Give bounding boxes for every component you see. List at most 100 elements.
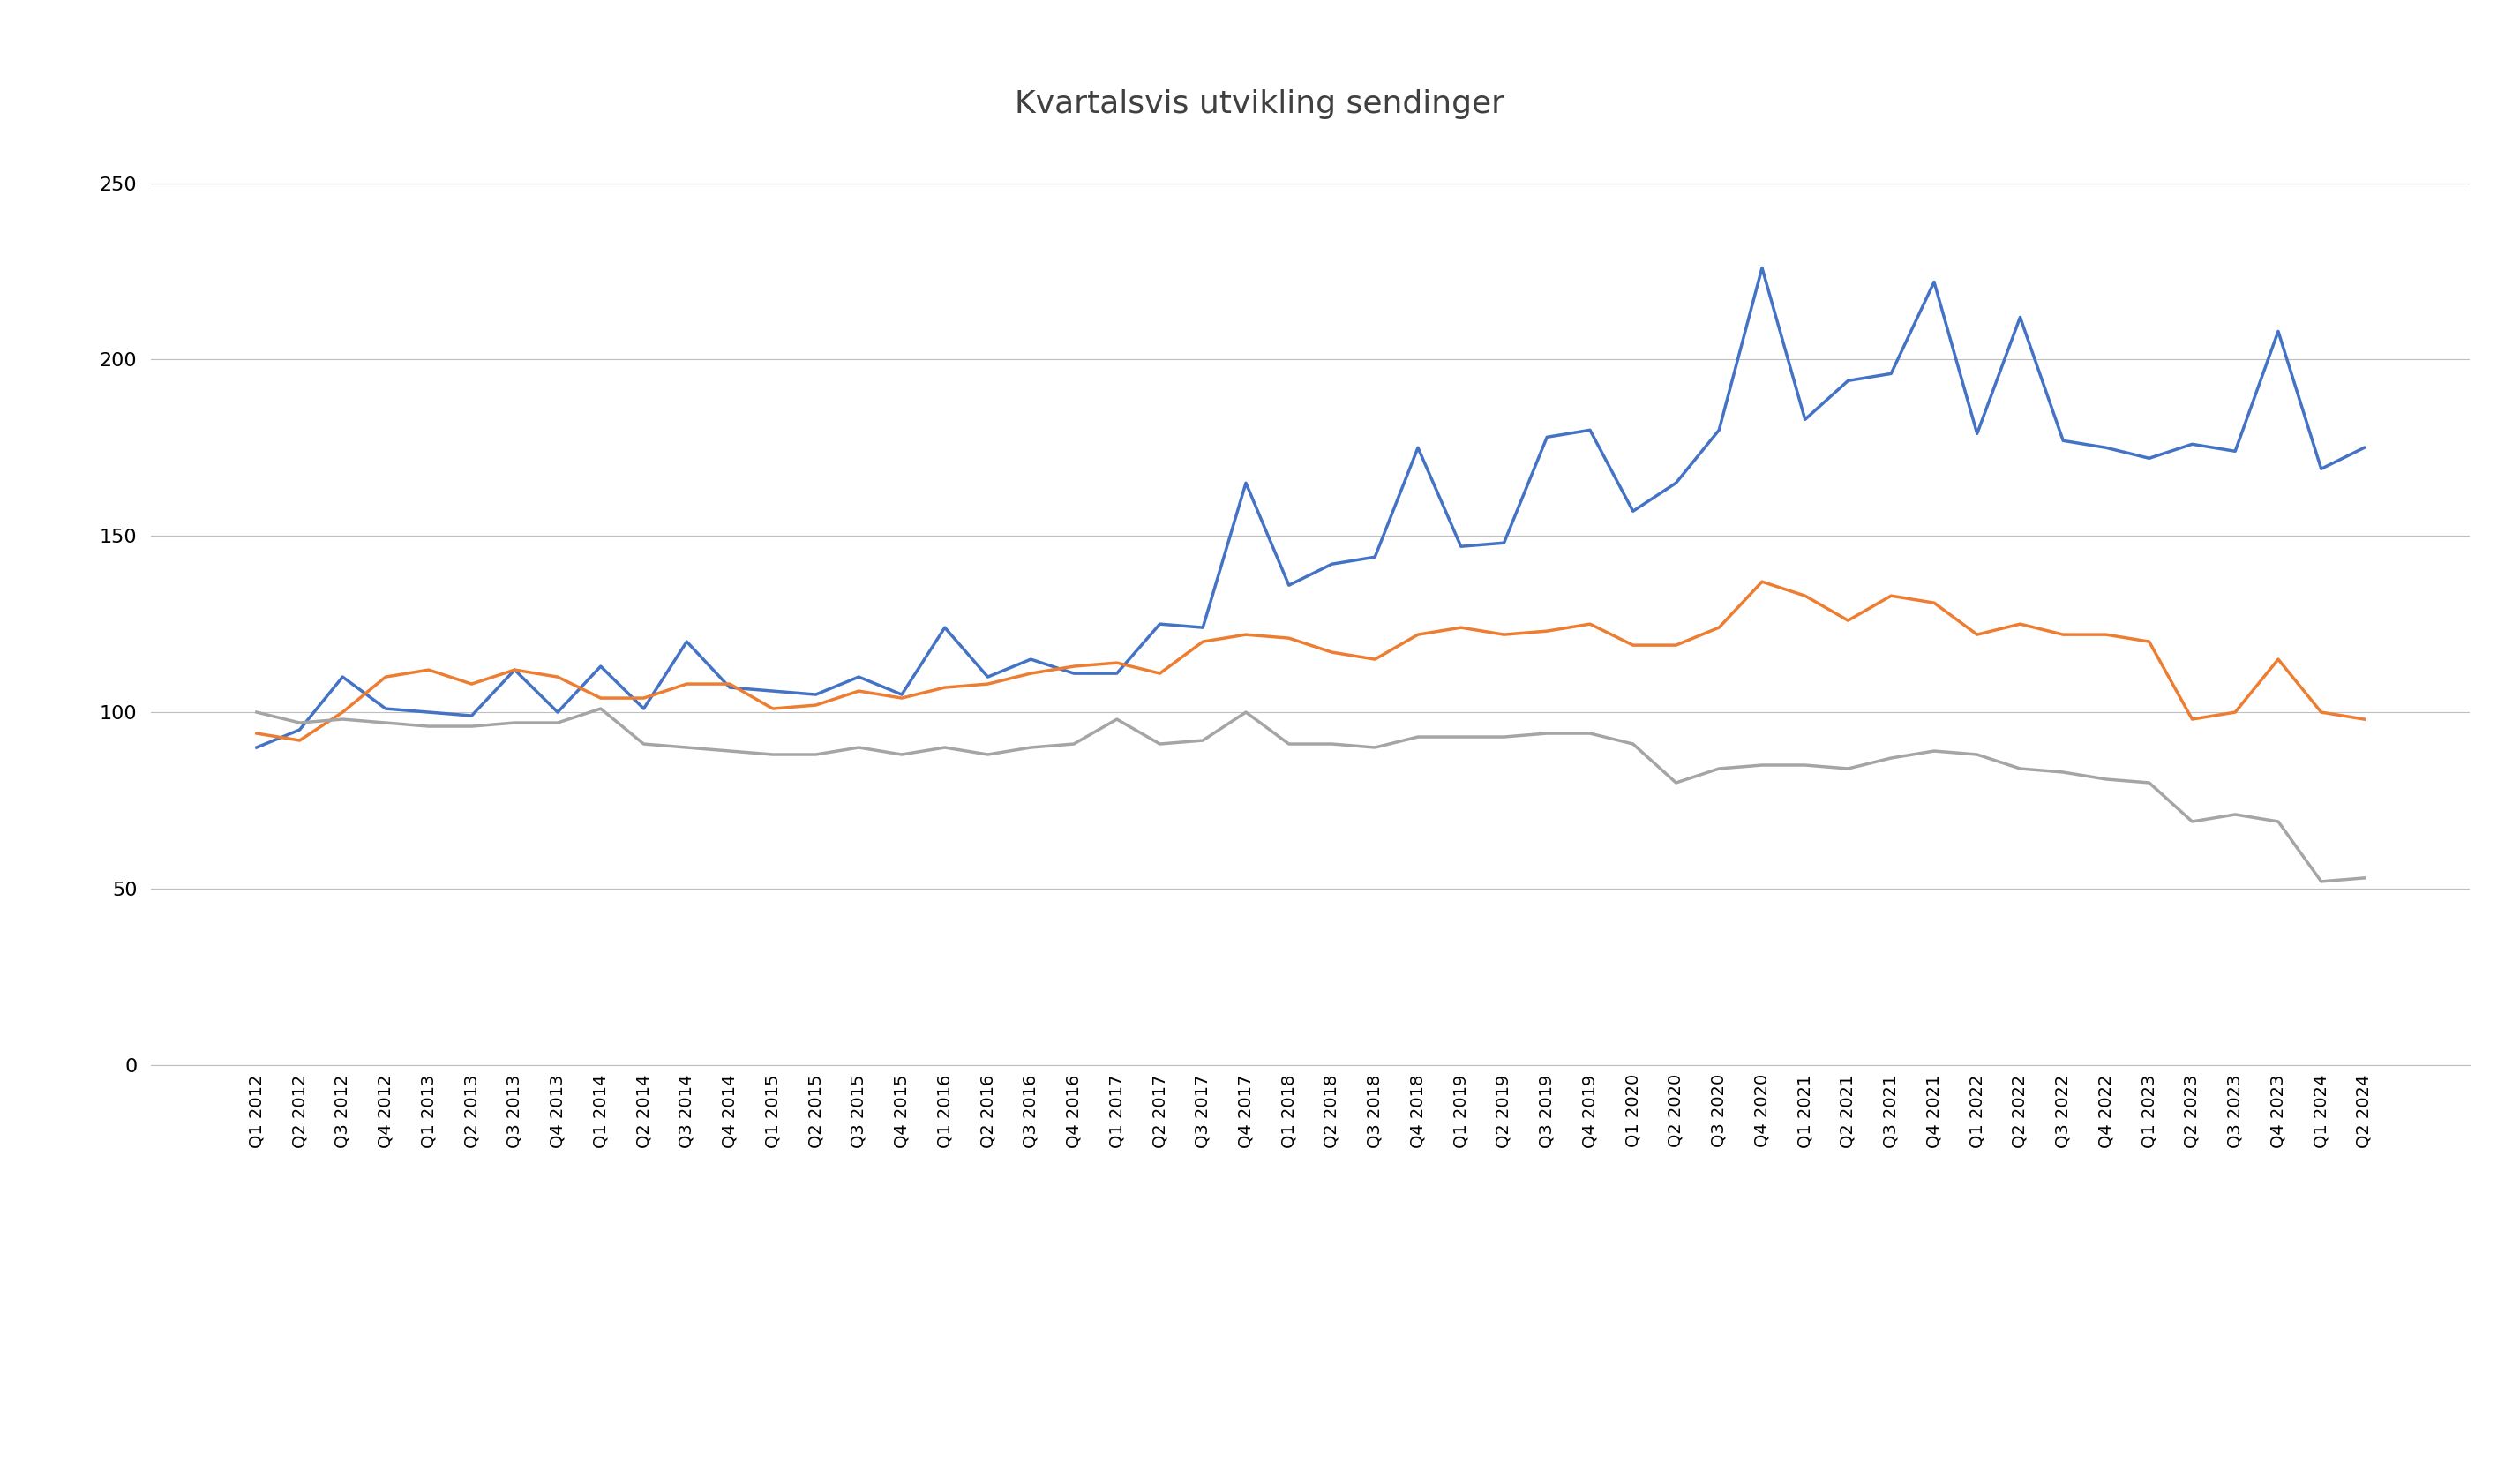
Stykkgods [2134, 633, 2165, 651]
Pakker [1875, 365, 1905, 383]
Partigods [2263, 812, 2293, 830]
Pakker [1016, 651, 1046, 669]
Partigods [1187, 732, 1217, 750]
Partigods [413, 717, 444, 735]
Stykkgods [1446, 618, 1477, 636]
Partigods [2306, 873, 2336, 890]
Pakker [413, 704, 444, 722]
Pakker [585, 658, 615, 676]
Pakker [759, 682, 789, 700]
Pakker [1532, 429, 1562, 447]
Stykkgods [285, 732, 315, 750]
Pakker [370, 700, 401, 717]
Stykkgods [328, 704, 358, 722]
Stykkgods [673, 674, 703, 692]
Partigods [2092, 771, 2122, 788]
Partigods [456, 717, 486, 735]
Pakker [456, 707, 486, 725]
Pakker [1918, 274, 1948, 291]
Partigods [585, 700, 615, 717]
Line: Stykkgods: Stykkgods [257, 581, 2364, 741]
Partigods [2134, 774, 2165, 791]
Pakker [1963, 424, 1993, 442]
Partigods [801, 745, 832, 763]
Pakker [801, 686, 832, 704]
Stykkgods [1832, 612, 1862, 630]
Stykkgods [2092, 626, 2122, 643]
Pakker [2006, 308, 2036, 325]
Partigods [1918, 742, 1948, 760]
Stykkgods [1318, 643, 1348, 661]
Pakker [2263, 322, 2293, 340]
Stykkgods [1875, 587, 1905, 605]
Stykkgods [627, 689, 658, 707]
Partigods [499, 714, 529, 732]
Pakker [887, 686, 917, 704]
Stykkgods [801, 697, 832, 714]
Stykkgods [887, 689, 917, 707]
Partigods [1101, 710, 1131, 728]
Partigods [1532, 725, 1562, 742]
Pakker [1832, 371, 1862, 389]
Stykkgods [844, 682, 874, 700]
Pakker [1661, 475, 1691, 493]
Partigods [1575, 725, 1605, 742]
Pakker [1489, 534, 1520, 552]
Partigods [2349, 870, 2379, 887]
Pakker [1361, 549, 1391, 566]
Partigods [759, 745, 789, 763]
Partigods [542, 714, 572, 732]
Line: Partigods: Partigods [257, 708, 2364, 881]
Stykkgods [1532, 623, 1562, 640]
Pakker [1187, 618, 1217, 636]
Pakker [1318, 555, 1348, 572]
Pakker [1704, 422, 1734, 439]
Stykkgods [2177, 710, 2208, 728]
Stykkgods [2220, 704, 2250, 722]
Partigods [973, 745, 1003, 763]
Stykkgods [1273, 629, 1303, 646]
Stykkgods [1661, 636, 1691, 654]
Partigods [1789, 756, 1819, 774]
Pakker [2134, 450, 2165, 467]
Pakker [2306, 460, 2336, 478]
Partigods [2220, 806, 2250, 824]
Stykkgods [1704, 618, 1734, 636]
Stykkgods [930, 679, 960, 697]
Stykkgods [413, 661, 444, 679]
Stykkgods [585, 689, 615, 707]
Stykkgods [456, 674, 486, 692]
Partigods [673, 738, 703, 756]
Pakker [499, 661, 529, 679]
Stykkgods [1144, 664, 1174, 682]
Stykkgods [1058, 658, 1089, 676]
Stykkgods [1963, 626, 1993, 643]
Pakker [1230, 475, 1260, 493]
Stykkgods [1016, 664, 1046, 682]
Pakker [2220, 442, 2250, 460]
Partigods [328, 710, 358, 728]
Pakker [1446, 537, 1477, 555]
Stykkgods [242, 725, 272, 742]
Pakker [2349, 439, 2379, 457]
Stykkgods [2306, 704, 2336, 722]
Stykkgods [1746, 572, 1777, 590]
Pakker [285, 720, 315, 738]
Stykkgods [716, 674, 746, 692]
Pakker [2177, 435, 2208, 453]
Partigods [1144, 735, 1174, 753]
Pakker [844, 669, 874, 686]
Partigods [1404, 728, 1434, 745]
Stykkgods [1618, 636, 1648, 654]
Partigods [1230, 704, 1260, 722]
Partigods [2049, 763, 2079, 781]
Text: Kvartalsvis utvikling sendinger: Kvartalsvis utvikling sendinger [1016, 89, 1504, 118]
Partigods [1875, 750, 1905, 768]
Pakker [930, 618, 960, 636]
Pakker [1575, 422, 1605, 439]
Line: Pakker: Pakker [257, 268, 2364, 747]
Stykkgods [2006, 615, 2036, 633]
Partigods [1273, 735, 1303, 753]
Partigods [1963, 745, 1993, 763]
Partigods [1746, 756, 1777, 774]
